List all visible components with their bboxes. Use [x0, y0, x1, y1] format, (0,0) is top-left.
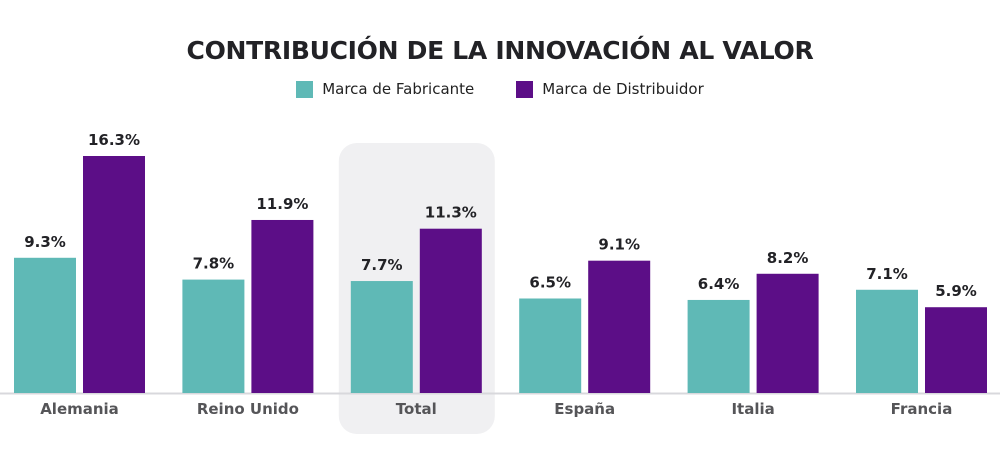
- data-label: 8.2%: [767, 249, 809, 267]
- legend-swatch-fabricante: [296, 80, 314, 98]
- data-label: 5.9%: [935, 282, 977, 300]
- bar-alemania-fabricante: [14, 257, 76, 393]
- data-label: 6.5%: [529, 273, 571, 291]
- chart-title: CONTRIBUCIÓN DE LA INNOVACIÓN AL VALOR: [186, 36, 814, 65]
- legend-label-fabricante: Marca de Fabricante: [322, 80, 475, 98]
- data-label: 9.1%: [598, 236, 640, 254]
- bar-total-fabricante: [350, 281, 413, 393]
- data-label: 7.1%: [866, 265, 908, 283]
- legend-swatch-distribuidor: [516, 80, 534, 98]
- data-label: 11.3%: [425, 204, 477, 222]
- x-tick-label: Francia: [891, 400, 953, 418]
- legend: Marca de Fabricante Marca de Distribuido…: [0, 80, 1000, 98]
- x-tick-label: España: [554, 400, 615, 418]
- data-label: 6.4%: [698, 275, 740, 293]
- x-tick-label: Alemania: [40, 400, 119, 418]
- bar-españa-distribuidor: [588, 260, 651, 393]
- data-label: 7.8%: [193, 255, 235, 273]
- data-label: 7.7%: [361, 256, 403, 274]
- x-tick-label: Total: [396, 400, 437, 418]
- bar-italia-fabricante: [687, 299, 750, 393]
- legend-item-fabricante: Marca de Fabricante: [296, 80, 474, 98]
- x-tick-label: Italia: [731, 400, 774, 418]
- legend-item-distribuidor: Marca de Distribuidor: [516, 80, 704, 98]
- bar-francia-distribuidor: [925, 307, 987, 393]
- bar-italia-distribuidor: [756, 273, 819, 393]
- legend-label-distribuidor: Marca de Distribuidor: [542, 80, 704, 98]
- bar-total-distribuidor: [419, 228, 482, 393]
- bar-francia-fabricante: [856, 289, 918, 393]
- data-label: 11.9%: [256, 195, 308, 213]
- bar-alemania-distribuidor: [83, 156, 145, 393]
- bar-españa-fabricante: [519, 298, 582, 393]
- bar-reino-unido-distribuidor: [251, 219, 314, 393]
- bar-reino-unido-fabricante: [182, 279, 245, 393]
- x-tick-label: Reino Unido: [197, 400, 299, 418]
- data-label: 9.3%: [24, 233, 66, 251]
- data-label: 16.3%: [88, 131, 140, 149]
